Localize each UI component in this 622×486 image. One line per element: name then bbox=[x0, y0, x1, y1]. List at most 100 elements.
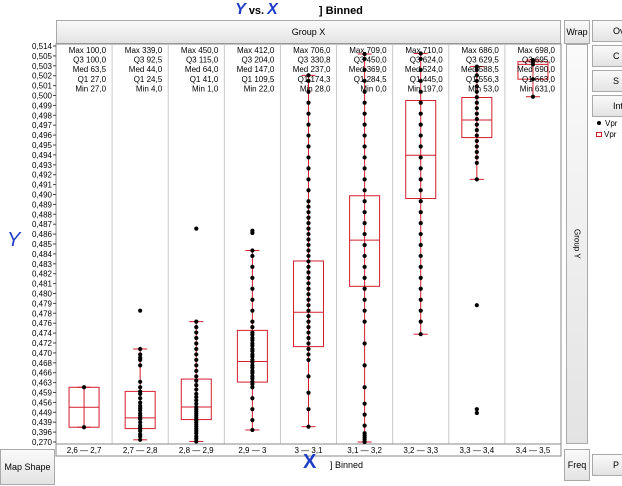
data-point bbox=[306, 374, 311, 379]
x-tick-label: 2,8 — 2,9 bbox=[179, 446, 214, 455]
page-button[interactable]: P bbox=[592, 454, 622, 476]
data-point bbox=[474, 78, 479, 83]
data-point bbox=[418, 100, 423, 105]
data-point bbox=[474, 89, 479, 94]
summary-stat-label: Max 709,0 bbox=[349, 46, 387, 55]
data-point bbox=[474, 73, 479, 78]
y-tick-label: 0,484 bbox=[32, 250, 53, 259]
data-point bbox=[418, 264, 423, 269]
data-point bbox=[306, 188, 311, 193]
data-point bbox=[362, 144, 367, 149]
data-point bbox=[250, 374, 255, 379]
data-point bbox=[362, 231, 367, 237]
data-point bbox=[362, 177, 367, 182]
data-point bbox=[306, 319, 311, 324]
data-point bbox=[362, 56, 367, 62]
data-point bbox=[418, 56, 423, 62]
data-point bbox=[306, 133, 311, 138]
data-point bbox=[418, 111, 423, 116]
y-tick-label: 0,459 bbox=[32, 389, 53, 398]
data-point bbox=[138, 363, 143, 368]
data-point bbox=[418, 308, 423, 313]
data-point bbox=[194, 319, 199, 324]
summary-stat-label: Max 339,0 bbox=[125, 46, 163, 55]
title-annotation-y: Y bbox=[235, 1, 246, 18]
data-point bbox=[418, 332, 423, 337]
summary-stat-label: Min 4,0 bbox=[136, 84, 163, 93]
y-tick-label: 0,449 bbox=[32, 408, 53, 417]
interval-button[interactable]: Int bbox=[592, 95, 622, 117]
data-point bbox=[250, 346, 255, 352]
y-tick-label: 0,503 bbox=[32, 62, 53, 71]
wrap-button[interactable]: Wrap bbox=[564, 20, 590, 44]
data-point bbox=[138, 437, 143, 442]
data-point bbox=[306, 155, 311, 160]
data-point bbox=[138, 379, 143, 384]
data-point bbox=[362, 423, 367, 428]
data-point bbox=[194, 368, 199, 373]
data-point bbox=[306, 111, 311, 116]
overlay-button[interactable]: Ov bbox=[592, 20, 622, 42]
data-point bbox=[138, 355, 143, 360]
data-point bbox=[418, 133, 423, 138]
data-point bbox=[250, 418, 255, 423]
map-shape-button[interactable]: Map Shape bbox=[0, 449, 55, 485]
data-point bbox=[250, 357, 255, 363]
summary-stat-label: Med 524,0 bbox=[405, 65, 443, 74]
data-point bbox=[362, 166, 367, 171]
data-point bbox=[306, 253, 311, 259]
y-tick-label: 0,496 bbox=[32, 131, 53, 140]
data-point bbox=[418, 242, 423, 248]
data-point bbox=[418, 166, 423, 171]
data-point bbox=[194, 395, 199, 400]
color-button[interactable]: C bbox=[592, 45, 622, 67]
y-tick-label: 0,492 bbox=[32, 171, 53, 180]
summary-stat-label: Q3 624,0 bbox=[410, 56, 443, 65]
data-point bbox=[250, 275, 255, 280]
data-point bbox=[194, 374, 199, 379]
size-button[interactable]: S bbox=[592, 70, 622, 92]
data-point bbox=[138, 385, 143, 390]
data-point bbox=[474, 177, 479, 182]
box-swatch-icon bbox=[596, 132, 602, 137]
data-point bbox=[81, 385, 87, 390]
summary-stat-label: Q1 663,0 bbox=[522, 75, 555, 84]
data-point bbox=[306, 330, 311, 335]
summary-stat-label: Med 64,0 bbox=[185, 65, 219, 74]
summary-stat-label: Q3 450,0 bbox=[354, 56, 387, 65]
x-tick-label: 2,7 — 2,8 bbox=[123, 446, 158, 455]
data-point bbox=[250, 308, 255, 313]
data-point bbox=[250, 368, 255, 373]
data-point bbox=[362, 111, 367, 116]
data-point bbox=[418, 122, 423, 127]
data-point bbox=[474, 106, 479, 111]
summary-stat-label: Q3 115,0 bbox=[186, 56, 219, 65]
summary-stat-label: Max 412,0 bbox=[237, 46, 275, 55]
y-tick-label: 0,483 bbox=[32, 260, 53, 269]
legend-item-box[interactable]: Vpr bbox=[594, 129, 622, 140]
group-x-dropzone[interactable]: Group X bbox=[56, 20, 561, 44]
data-point bbox=[418, 297, 423, 302]
data-point bbox=[250, 286, 255, 291]
data-point bbox=[474, 407, 479, 412]
group-y-dropzone[interactable]: Group Y bbox=[566, 44, 588, 444]
x-tick-label: 3,1 — 3,2 bbox=[347, 446, 382, 455]
legend-item-points[interactable]: Vpr bbox=[594, 118, 622, 129]
data-point bbox=[418, 275, 423, 280]
y-tick-label: 0,456 bbox=[32, 398, 53, 407]
y-tick-label: 0,514 bbox=[32, 42, 53, 51]
freq-button[interactable]: Freq bbox=[564, 449, 590, 481]
y-tick-label: 0,494 bbox=[32, 151, 53, 160]
data-point bbox=[362, 242, 367, 248]
y-tick-label: 0,497 bbox=[32, 121, 53, 130]
data-point bbox=[418, 177, 423, 182]
data-point bbox=[474, 117, 479, 122]
data-point bbox=[81, 425, 87, 430]
data-point bbox=[138, 389, 143, 394]
data-point bbox=[306, 324, 311, 330]
data-point bbox=[418, 188, 423, 193]
data-point bbox=[250, 352, 255, 357]
y-tick-label: 0,439 bbox=[32, 418, 53, 427]
data-point bbox=[306, 231, 311, 237]
data-point bbox=[250, 341, 255, 346]
